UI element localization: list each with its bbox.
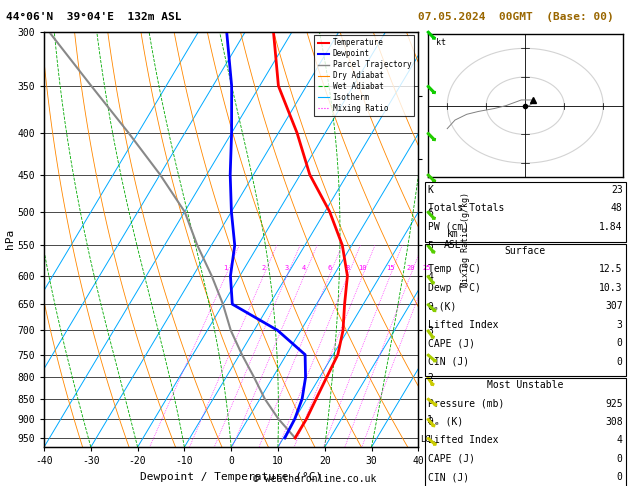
Text: 15: 15 [386, 265, 394, 271]
Y-axis label: km
ASL: km ASL [444, 228, 462, 250]
Text: θₑ (K): θₑ (K) [428, 417, 463, 427]
Text: CIN (J): CIN (J) [428, 357, 469, 367]
Text: 308: 308 [605, 417, 623, 427]
Text: Temp (°C): Temp (°C) [428, 264, 481, 275]
Text: PW (cm): PW (cm) [428, 222, 469, 232]
Text: 20: 20 [406, 265, 415, 271]
Text: LCL: LCL [421, 435, 436, 444]
Text: 0: 0 [617, 472, 623, 483]
X-axis label: Dewpoint / Temperature (°C): Dewpoint / Temperature (°C) [140, 472, 322, 482]
Text: 0: 0 [617, 357, 623, 367]
Text: 10.3: 10.3 [599, 283, 623, 293]
Text: CAPE (J): CAPE (J) [428, 454, 475, 464]
Text: 1.84: 1.84 [599, 222, 623, 232]
Text: CIN (J): CIN (J) [428, 472, 469, 483]
Text: 4: 4 [617, 435, 623, 446]
Text: Lifted Index: Lifted Index [428, 320, 498, 330]
Y-axis label: hPa: hPa [4, 229, 14, 249]
Text: 1: 1 [223, 265, 228, 271]
Text: © weatheronline.co.uk: © weatheronline.co.uk [253, 473, 376, 484]
Text: 10: 10 [359, 265, 367, 271]
Text: 3: 3 [285, 265, 289, 271]
Text: 2: 2 [261, 265, 265, 271]
Text: 6: 6 [327, 265, 331, 271]
Text: 12.5: 12.5 [599, 264, 623, 275]
Text: 4: 4 [302, 265, 306, 271]
Text: 07.05.2024  00GMT  (Base: 00): 07.05.2024 00GMT (Base: 00) [418, 12, 614, 22]
Text: 3: 3 [617, 320, 623, 330]
Text: kt: kt [435, 38, 445, 48]
Text: K: K [428, 185, 433, 195]
Legend: Temperature, Dewpoint, Parcel Trajectory, Dry Adiabat, Wet Adiabat, Isotherm, Mi: Temperature, Dewpoint, Parcel Trajectory… [314, 35, 415, 116]
Text: 44°06'N  39°04'E  132m ASL: 44°06'N 39°04'E 132m ASL [6, 12, 182, 22]
Text: 307: 307 [605, 301, 623, 312]
Text: 23: 23 [611, 185, 623, 195]
Text: Surface: Surface [504, 246, 546, 256]
Text: Mixing Ratio (g/kg): Mixing Ratio (g/kg) [461, 192, 470, 287]
Text: 25: 25 [422, 265, 431, 271]
Text: θₑ(K): θₑ(K) [428, 301, 457, 312]
Text: 925: 925 [605, 399, 623, 409]
Text: Lifted Index: Lifted Index [428, 435, 498, 446]
Text: Totals Totals: Totals Totals [428, 203, 504, 213]
Text: 8: 8 [345, 265, 350, 271]
Text: Pressure (mb): Pressure (mb) [428, 399, 504, 409]
Text: Most Unstable: Most Unstable [487, 380, 564, 390]
Text: CAPE (J): CAPE (J) [428, 338, 475, 348]
Text: 48: 48 [611, 203, 623, 213]
Text: 0: 0 [617, 338, 623, 348]
Text: Dewp (°C): Dewp (°C) [428, 283, 481, 293]
Text: 0: 0 [617, 454, 623, 464]
